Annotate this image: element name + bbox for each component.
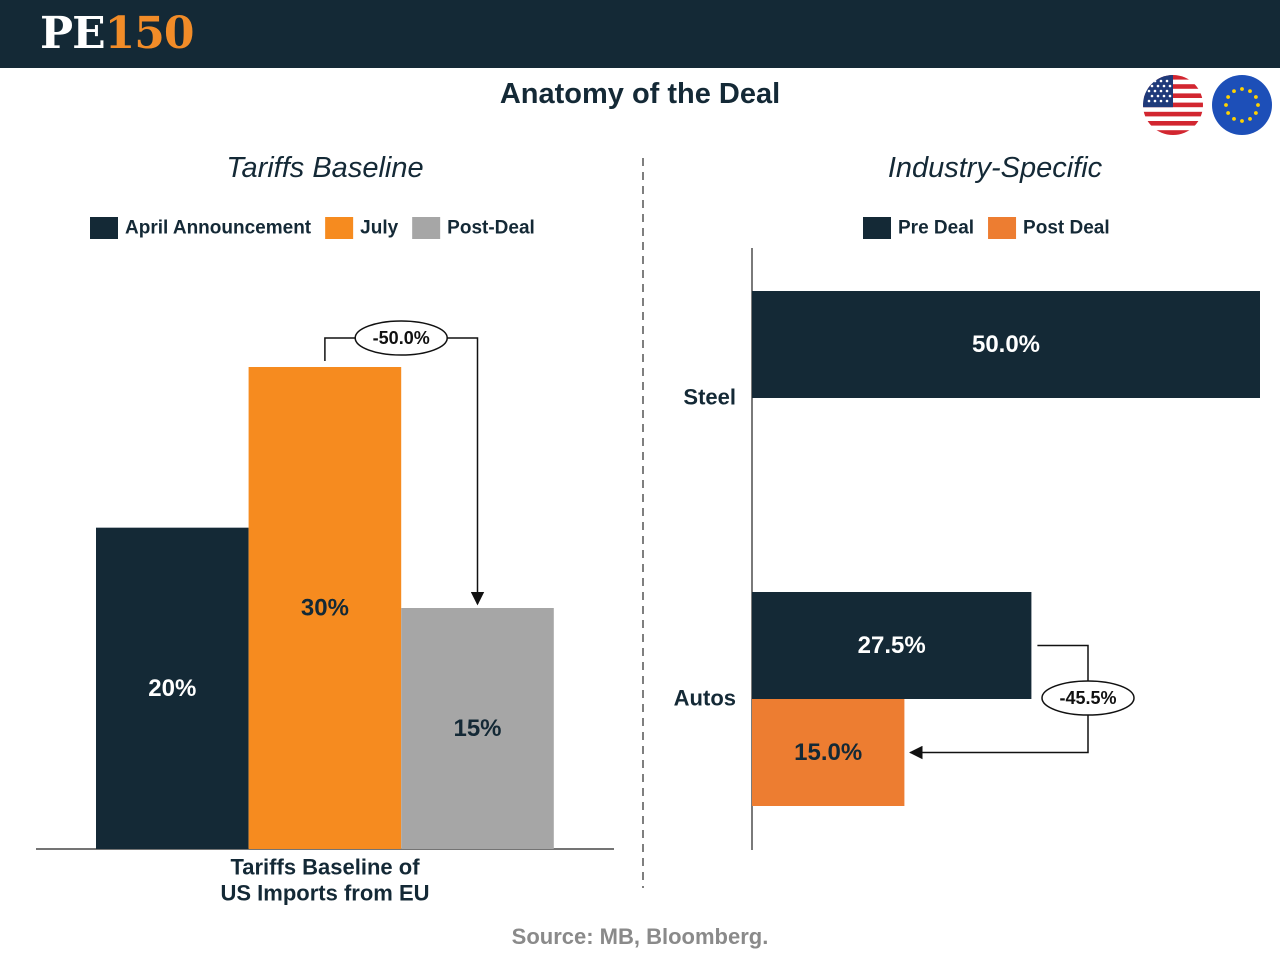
eu-flag-icon [1212, 75, 1272, 135]
hbar-label-steel-pre-deal: 50.0% [972, 331, 1040, 358]
legend-label-april-announcement: April Announcement [125, 218, 312, 239]
left-xlabel-line1: Tariffs Baseline of [230, 855, 420, 880]
page-title: Anatomy of the Deal [499, 78, 781, 110]
legend-swatch-april-announcement [90, 217, 118, 239]
us-flag-icon [1143, 75, 1203, 135]
left-chart-title: Tariffs Baseline [226, 152, 423, 184]
hbar-steel-pre-deal [752, 291, 1260, 398]
left-change-bubble [354, 320, 448, 356]
category-label-autos: Autos [674, 686, 736, 711]
legend-swatch-pre-deal [863, 217, 891, 239]
category-label-steel: Steel [683, 385, 736, 410]
legend-swatch-post-deal [988, 217, 1017, 239]
legend-label-july: July [360, 218, 398, 239]
legend-label-post-deal: Post-Deal [447, 218, 535, 239]
right-change-label: -45.5% [1059, 688, 1116, 708]
legend-swatch-july [325, 217, 354, 239]
legend-label-post-deal: Post Deal [1023, 218, 1110, 239]
hbar-label-autos-pre-deal: 27.5% [858, 632, 926, 659]
hbar-autos-pre-deal [752, 592, 1032, 699]
header-bar: PE150 [0, 0, 1280, 68]
bar-april-announcement [96, 527, 249, 849]
pe150-logo: PE150 [40, 8, 194, 59]
left-change-label: -50.0% [373, 328, 430, 348]
bar-label-july: 30% [301, 595, 349, 622]
bar-label-post-deal: 15% [453, 715, 501, 742]
bar-july [248, 367, 402, 849]
source-note: Source: MB, Bloomberg. [511, 924, 769, 949]
left-xlabel-line2: US Imports from EU [220, 881, 429, 906]
bar-post-deal [401, 608, 554, 849]
hbar-autos-post-deal [752, 699, 905, 806]
right-chart-title: Industry-Specific [888, 152, 1103, 184]
hbar-label-autos-post-deal: 15.0% [794, 739, 862, 766]
legend-swatch-post-deal [412, 217, 441, 239]
right-change-bubble [1041, 680, 1135, 716]
legend-label-pre-deal: Pre Deal [898, 218, 974, 239]
bar-label-april-announcement: 20% [148, 675, 196, 702]
